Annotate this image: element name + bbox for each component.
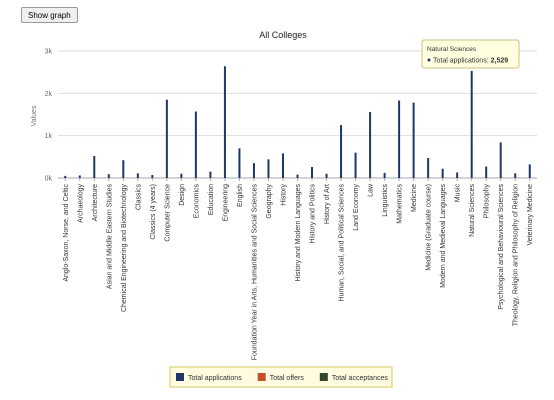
bar [107,174,110,178]
legend-swatch [176,373,184,381]
tooltip-title: Natural Sciences [427,46,477,53]
bar [252,163,255,178]
bar [93,155,96,178]
x-tick-label: Architecture [92,184,99,221]
bar [427,158,430,178]
show-graph-button[interactable]: Show graph [21,7,78,23]
tooltip-label: Total applications: [433,58,489,65]
x-tick-label: History [280,184,287,206]
bar [194,111,197,178]
x-tick-label: Chemical Engineering and Biotechnology [121,184,128,313]
bar [499,142,502,178]
bar [151,175,154,178]
tooltip: Natural Sciences Total applications: 2,529 [421,39,520,69]
bar [325,173,328,178]
legend-label: Total acceptances [332,375,389,382]
y-tick-label: 0k [45,176,53,183]
legend-swatch [257,373,266,381]
x-tick-label: Human, Social, and Political Sciences [339,184,346,302]
y-tick-label: 2k [45,91,53,98]
legend-label: Total applications [188,375,242,382]
bar [180,173,183,178]
y-tick-label: 3k [45,49,53,56]
x-tick-label: History and Modern Languages [295,184,302,282]
bar [369,111,372,178]
bar [383,172,386,178]
bar [64,175,67,178]
x-tick-label: Linguistics [382,184,389,217]
bar [267,159,270,178]
bar [238,148,241,178]
x-tick-label: Archaeology [77,184,84,223]
bar [165,99,168,178]
bar [311,166,314,178]
x-tick-label: Land Economy [353,184,360,231]
bar [412,102,415,178]
bar [528,164,531,178]
x-tick-label: Engineering [222,184,229,221]
x-tick-label: Geography [266,184,273,219]
x-tick-label: Theology, Religion and Philosophy of Rel… [513,184,520,326]
x-tick-label: History of Art [324,184,331,224]
bar [514,173,517,178]
tooltip-value: 2,529 [491,58,509,65]
bar [122,160,125,178]
x-tick-label: Veterinary Medicine [527,184,534,246]
bar [223,66,226,178]
x-tick-label: Classics [135,184,142,211]
tooltip-dot [427,58,431,62]
legend: Total applications Total offers Total acce… [169,366,393,388]
bar [136,173,139,178]
x-tick-label: Music [455,184,462,203]
bar [398,100,401,178]
chart-title: All Colleges [259,30,307,40]
x-tick-label: Modern and Medieval Languages [440,184,447,288]
x-tick-label: Economics [193,184,200,219]
bar [354,152,357,178]
bar [441,168,444,178]
x-tick-label: Medicine (Graduate course) [426,184,433,271]
x-tick-label: Classics (4 years) [150,184,157,240]
legend-box [169,366,393,388]
bar [456,172,459,178]
x-tick-label: Asian and Middle Eastern Studies [106,184,113,290]
bar [209,171,212,178]
y-axis-label: Values [31,105,38,126]
x-tick-label: Design [179,184,186,206]
x-tick-label: English [237,184,244,207]
x-tick-label: Anglo-Saxon, Norse, and Celtic [63,184,70,282]
y-tick-label: 1k [45,133,53,140]
bar [470,70,473,178]
x-tick-label: Philosophy [484,184,491,219]
x-tick-label: Mathematics [397,184,404,224]
bar [78,175,81,178]
x-tick-label: Natural Sciences [469,184,476,237]
bar [281,153,284,178]
legend-label: Total offers [270,375,305,382]
x-tick-label: Foundation Year in Arts, Humanities and … [251,184,258,361]
tooltip-box [421,39,520,69]
x-tick-label: History and Politics [310,184,317,244]
x-tick-label: Law [368,183,375,197]
x-tick-label: Education [208,184,215,215]
x-tick-label: Medicine [411,184,418,212]
bar [340,125,343,178]
bar [485,166,488,178]
bar [296,174,299,178]
x-tick-label: Psychological and Behavioural Sciences [498,184,505,310]
legend-swatch [319,373,328,381]
x-tick-label: Computer Science [164,184,171,242]
